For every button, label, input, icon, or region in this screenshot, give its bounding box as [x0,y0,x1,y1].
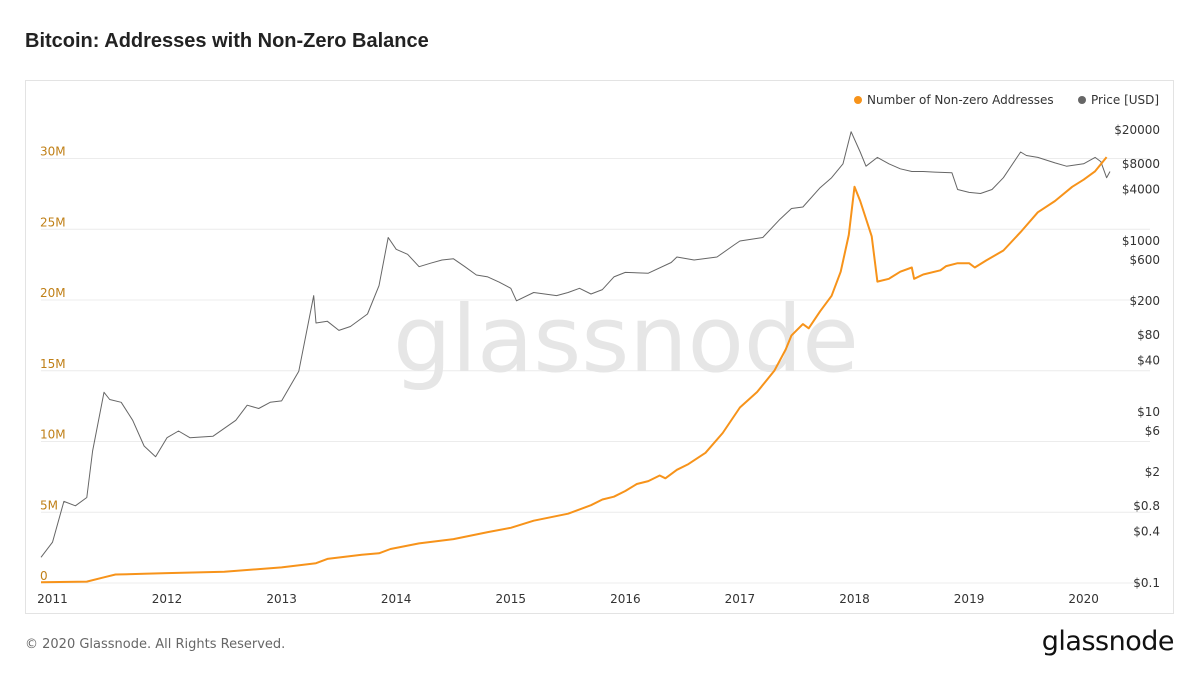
left-axis-tick-label: 15M [40,357,66,371]
right-axis-tick-label: $20000 [1114,123,1160,137]
x-axis-tick-label: 2016 [610,592,641,606]
right-axis-tick-label: $0.4 [1133,525,1160,539]
right-axis-tick-label: $1000 [1122,234,1160,248]
x-axis-tick-label: 2011 [37,592,68,606]
right-axis-tick-label: $8000 [1122,157,1160,171]
legend-addresses-label: Number of Non-zero Addresses [867,93,1054,107]
right-axis-tick-label: $80 [1137,328,1160,342]
legend-price-label: Price [USD] [1091,93,1159,107]
copyright-text: © 2020 Glassnode. All Rights Reserved. [25,637,286,652]
legend-price-marker[interactable] [1078,96,1086,104]
left-axis-tick-label: 0 [40,569,48,583]
left-axis-tick-label: 20M [40,286,66,300]
watermark-text: glassnode [393,286,859,393]
right-axis-tick-label: $10 [1137,405,1160,419]
right-axis-tick-label: $600 [1129,253,1160,267]
right-axis-tick-label: $0.1 [1133,576,1160,590]
left-axis-tick-label: 25M [40,215,66,229]
right-axis-tick-label: $40 [1137,354,1160,368]
right-axis-tick-label: $0.8 [1133,499,1160,513]
left-axis-tick-label: 10M [40,428,66,442]
x-axis-tick-label: 2017 [725,592,756,606]
price-series-line [40,131,1111,558]
chart-frame: glassnode 0 5M 10M 15M 20M 25M 30M $0.1 $0.4 $0.8 $… [25,80,1174,614]
right-axis-tick-label: $6 [1145,424,1160,438]
right-axis-tick-label: $4000 [1122,183,1160,197]
addresses-series-line [40,156,1108,584]
right-axis-tick-label: $2 [1145,465,1160,479]
left-axis-tick-label: 5M [40,498,58,512]
x-axis-tick-label: 2018 [839,592,870,606]
chart-svg: glassnode 0 5M 10M 15M 20M 25M 30M $0.1 $0.4 $0.8 $… [37,93,1160,606]
left-axis-tick-label: 30M [40,145,66,159]
chart-title: Bitcoin: Addresses with Non-Zero Balance [25,30,429,52]
legend-addresses-marker[interactable] [854,96,862,104]
x-axis-tick-label: 2020 [1068,592,1099,606]
x-axis-tick-label: 2015 [495,592,526,606]
right-axis-tick-label: $200 [1129,294,1160,308]
x-axis-tick-label: 2013 [266,592,297,606]
x-axis-tick-label: 2014 [381,592,412,606]
x-axis-tick-label: 2019 [954,592,985,606]
x-axis-tick-label: 2012 [152,592,183,606]
glassnode-logo: glassnode [1041,626,1175,657]
